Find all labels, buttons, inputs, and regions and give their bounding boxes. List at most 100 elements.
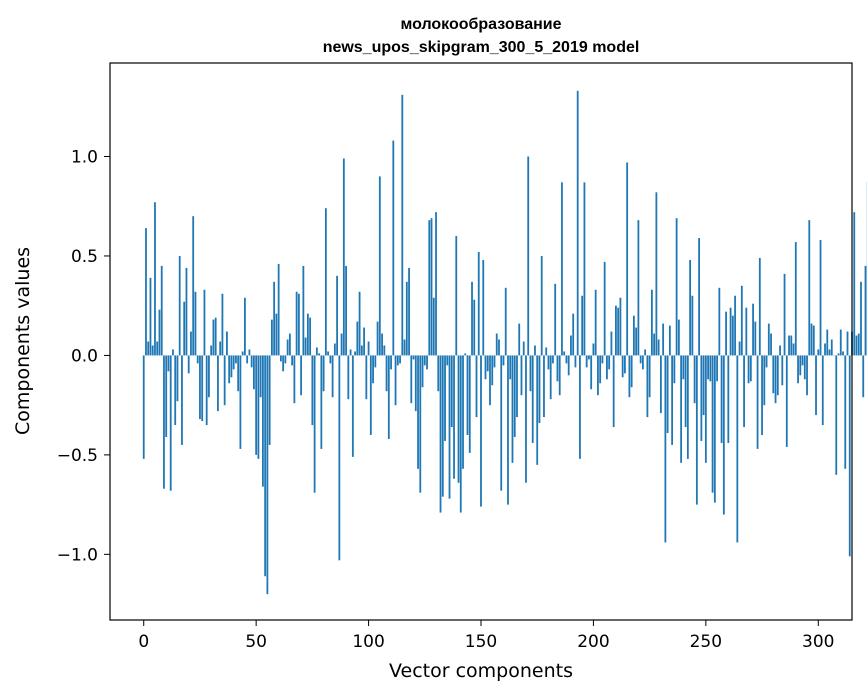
bar bbox=[439, 355, 442, 513]
bar bbox=[300, 355, 303, 396]
bar bbox=[419, 355, 422, 493]
bar bbox=[673, 355, 676, 384]
bar bbox=[363, 327, 365, 356]
bar bbox=[781, 355, 784, 386]
x-tick-label: 300 bbox=[802, 632, 834, 652]
y-tick-label: 0.5 bbox=[71, 247, 98, 267]
bar bbox=[412, 355, 415, 360]
bar bbox=[482, 259, 485, 356]
bar bbox=[785, 355, 788, 447]
bar bbox=[752, 303, 754, 356]
bar bbox=[543, 355, 545, 418]
bar bbox=[520, 355, 523, 396]
bar bbox=[336, 275, 338, 356]
bar bbox=[653, 333, 656, 356]
bar bbox=[729, 307, 732, 356]
bar bbox=[327, 351, 329, 356]
bar bbox=[585, 355, 588, 368]
bar bbox=[799, 355, 802, 376]
bar bbox=[147, 341, 150, 356]
bar bbox=[187, 355, 190, 374]
chart-subtitle: news_upos_skipgram_300_5_2019 model bbox=[323, 39, 640, 56]
bar bbox=[547, 355, 550, 370]
bar bbox=[244, 297, 246, 356]
bar bbox=[839, 329, 842, 356]
bar bbox=[722, 355, 725, 515]
bar bbox=[311, 355, 314, 426]
bar bbox=[639, 355, 642, 364]
bar bbox=[536, 355, 539, 465]
bar bbox=[381, 333, 383, 356]
bar bbox=[273, 281, 276, 356]
bar bbox=[545, 347, 548, 356]
bar bbox=[417, 355, 419, 469]
bar bbox=[293, 355, 296, 404]
bar bbox=[491, 355, 494, 386]
bar bbox=[448, 355, 451, 499]
bar bbox=[149, 277, 152, 356]
bar bbox=[853, 212, 856, 356]
bar bbox=[635, 327, 638, 356]
bar bbox=[826, 329, 829, 356]
bar bbox=[408, 267, 410, 356]
bar bbox=[567, 355, 570, 376]
bar bbox=[731, 315, 734, 356]
bar bbox=[142, 355, 145, 459]
bar bbox=[358, 291, 361, 356]
bar bbox=[262, 355, 264, 487]
bar bbox=[172, 349, 174, 356]
bar bbox=[513, 355, 516, 437]
y-tick-label: 1.0 bbox=[71, 147, 98, 167]
bar bbox=[552, 355, 554, 364]
bar bbox=[765, 355, 768, 368]
bar bbox=[255, 355, 258, 455]
bar bbox=[432, 297, 435, 356]
bar bbox=[426, 355, 428, 370]
bar bbox=[630, 355, 633, 388]
bar bbox=[167, 355, 170, 372]
bar bbox=[446, 355, 449, 366]
bar bbox=[680, 355, 683, 463]
bar bbox=[664, 355, 667, 543]
bar bbox=[646, 355, 649, 418]
bar bbox=[648, 355, 651, 398]
bar bbox=[174, 355, 177, 426]
x-tick-label: 200 bbox=[577, 632, 609, 652]
bar bbox=[590, 355, 593, 390]
bar bbox=[151, 345, 154, 356]
bar bbox=[691, 295, 694, 356]
bar bbox=[525, 355, 527, 483]
bar bbox=[221, 293, 224, 356]
bar bbox=[772, 355, 775, 394]
bar bbox=[282, 355, 285, 372]
bar bbox=[792, 343, 795, 356]
bar bbox=[372, 355, 374, 384]
y-tick-label: −0.5 bbox=[57, 446, 98, 466]
bar bbox=[727, 355, 730, 443]
bar bbox=[821, 355, 824, 426]
bar bbox=[331, 355, 334, 398]
bar bbox=[322, 355, 325, 392]
bar bbox=[612, 355, 615, 428]
bar bbox=[228, 355, 231, 384]
bar bbox=[756, 355, 759, 449]
bar bbox=[637, 220, 640, 356]
bar bbox=[516, 355, 518, 418]
bar bbox=[194, 291, 197, 356]
bar bbox=[817, 349, 820, 356]
bar bbox=[457, 355, 460, 483]
bar bbox=[761, 355, 763, 435]
bar bbox=[248, 349, 251, 356]
bar bbox=[758, 257, 761, 356]
bar bbox=[495, 333, 498, 356]
bar bbox=[410, 355, 413, 404]
bar bbox=[156, 341, 159, 356]
bar bbox=[302, 265, 305, 356]
bar bbox=[828, 349, 831, 356]
bar bbox=[720, 355, 723, 443]
bar bbox=[779, 345, 781, 356]
bar bbox=[763, 355, 766, 406]
y-axis: −1.0 −0.5 0.0 0.5 1.0 bbox=[57, 147, 110, 565]
bar bbox=[203, 289, 206, 356]
bar bbox=[711, 355, 714, 493]
